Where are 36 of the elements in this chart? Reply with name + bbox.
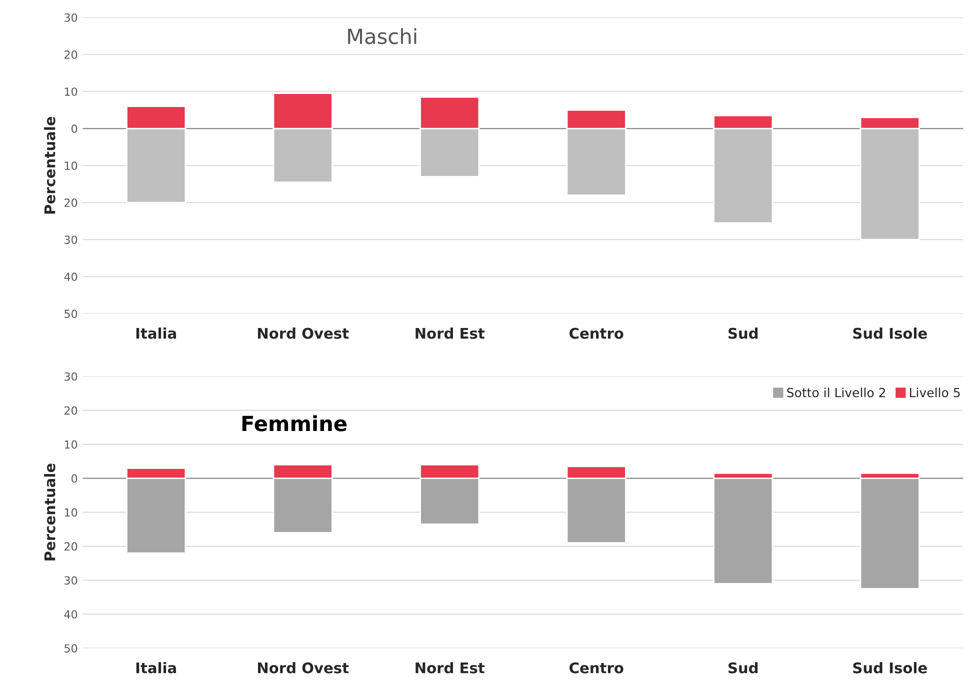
y-tick-label: 40 <box>64 610 78 619</box>
x-tick-label: Sud Isole <box>853 328 927 339</box>
y-tick-label: 10 <box>64 87 78 96</box>
y-tick-label: 10 <box>64 162 78 170</box>
y-tick-label: 40 <box>64 272 78 281</box>
y-tick-label: 10 <box>64 508 78 517</box>
x-tick-label: Nord Est <box>416 328 485 339</box>
y-axis-title: Percentuale <box>44 116 56 214</box>
x-tick-label: Sud <box>728 662 758 674</box>
x-tick-label: Sud <box>728 328 758 339</box>
y-tick-label: 30 <box>64 13 78 22</box>
y-tick-label: 30 <box>64 576 78 585</box>
y-tick-label: 0 <box>72 124 78 133</box>
y-tick-label: 10 <box>64 440 78 449</box>
text: Femmine <box>242 415 347 432</box>
x-tick-label: Nord Ovest <box>258 662 349 674</box>
y-tick-label: 20 <box>64 50 78 59</box>
x-tick-label: Centro <box>570 328 624 339</box>
x-tick-label: Nord Est <box>416 662 485 674</box>
y-tick-label: 20 <box>64 198 78 207</box>
x-tick-label: Italia <box>136 662 176 674</box>
x-tick-label: Sud Isole <box>853 662 927 674</box>
chart-title: Maschi <box>348 28 416 44</box>
y-tick-label: 20 <box>64 406 78 415</box>
x-tick-label: Nord Ovest <box>258 328 349 339</box>
y-tick-label: 30 <box>64 372 78 381</box>
y-tick-label: 50 <box>64 644 78 653</box>
y-tick-label: 30 <box>64 236 78 244</box>
x-tick-label: Italia <box>136 328 176 339</box>
legend-label: Livello 5 <box>910 388 960 398</box>
y-tick-label: 0 <box>72 474 78 483</box>
legend-label: Sotto il Livello 2 <box>787 388 886 398</box>
y-tick-label: 50 <box>64 310 78 318</box>
y-axis-title: Percentuale <box>44 464 56 560</box>
y-tick-label: 20 <box>64 542 78 551</box>
x-tick-label: Centro <box>570 662 624 674</box>
